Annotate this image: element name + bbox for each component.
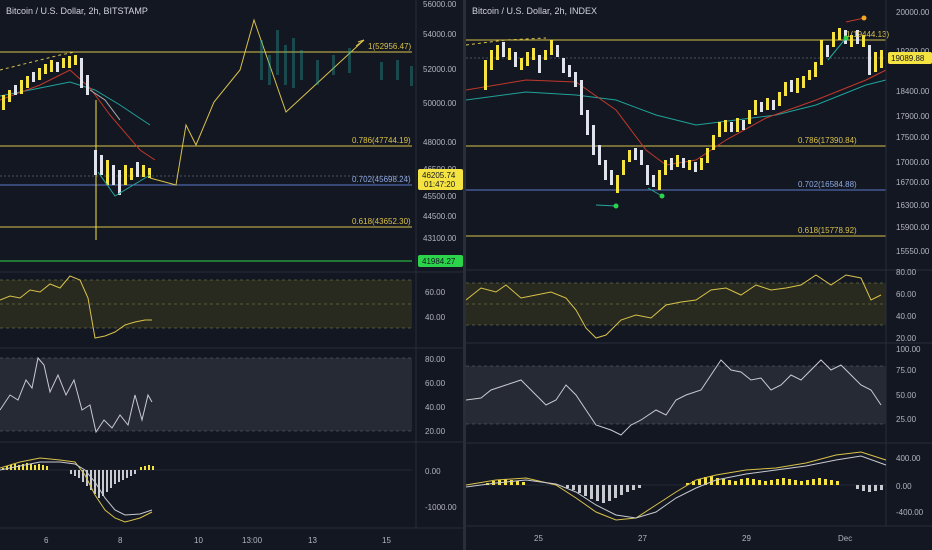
left-chart-svg[interactable]: 1(52956.47) 0.786(47744.19) 0.702(45698.… — [0, 0, 463, 550]
left-fib-label-0702: 0.702(45698.24) — [352, 175, 411, 184]
right-rsi-tick: 20.00 — [896, 334, 917, 343]
left-macd-axis: 0.00 -1000.00 — [425, 467, 457, 512]
right-stoch-pane — [466, 359, 886, 436]
right-time-tick: 27 — [638, 534, 647, 543]
right-fib-label-0786: 0.786(17390.84) — [798, 136, 857, 145]
left-divergence-line — [97, 171, 151, 197]
right-price-tick: 17900.00 — [896, 112, 930, 121]
left-price-tick: 52000.00 — [423, 65, 457, 74]
right-stoch-tick: 100.00 — [896, 345, 921, 354]
left-stoch-tick: 60.00 — [425, 379, 446, 388]
left-chart-title: Bitcoin / U.S. Dollar, 2h, BITSTAMP — [6, 6, 148, 16]
left-trend-dashed — [0, 51, 76, 71]
right-candles — [484, 28, 883, 193]
left-price-tick: 45500.00 — [423, 192, 457, 201]
right-macd-axis: 400.00 0.00 -400.00 — [896, 454, 924, 517]
right-stoch-axis: 100.00 75.00 50.00 25.00 — [896, 345, 921, 424]
left-price-tick: 54000.00 — [423, 30, 457, 39]
left-fib-label-1: 1(52956.47) — [368, 42, 411, 51]
left-time-axis[interactable]: 6 8 10 13:00 13 15 — [44, 536, 391, 545]
left-stoch-tick: 40.00 — [425, 403, 446, 412]
right-current-price: 19089.88 — [891, 54, 925, 63]
right-rsi-axis: 80.00 60.00 40.00 20.00 — [896, 268, 917, 343]
left-time-tick: 8 — [118, 536, 123, 545]
left-macd-tick: 0.00 — [425, 467, 441, 476]
right-rsi-pane — [466, 274, 886, 339]
left-stoch-pane — [0, 356, 412, 434]
right-macd-tick: 400.00 — [896, 454, 921, 463]
right-chart-panel[interactable]: Bitcoin / U.S. Dollar, 2h, INDEX — [466, 0, 932, 550]
right-price-tick: 20000.00 — [896, 8, 930, 17]
left-green-price: 41984.27 — [422, 257, 456, 266]
left-fib-label-0786: 0.786(47744.19) — [352, 136, 411, 145]
left-price-tick: 44500.00 — [423, 212, 457, 221]
left-rsi-tick: 60.00 — [425, 288, 446, 297]
right-current-price-tag: 19089.88 — [888, 52, 932, 64]
left-chart-panel[interactable]: Bitcoin / U.S. Dollar, 2h, BITSTAMP — [0, 0, 463, 550]
left-rsi-axis: 60.00 40.00 — [425, 288, 446, 322]
left-stoch-tick: 20.00 — [425, 427, 446, 436]
right-fib-label-0702: 0.702(16584.88) — [798, 180, 857, 189]
right-time-tick: 29 — [742, 534, 751, 543]
right-fib-label-1: 1(19444.13) — [846, 30, 889, 39]
left-projection-path — [149, 18, 365, 186]
right-fib-label-0618: 0.618(15778.92) — [798, 226, 857, 235]
right-price-tick: 15900.00 — [896, 223, 930, 232]
left-current-price: 46205.74 — [422, 171, 456, 180]
right-stoch-tick: 25.00 — [896, 415, 917, 424]
left-current-price-tag: 46205.74 01:47:20 — [418, 169, 463, 190]
right-price-tick: 16300.00 — [896, 201, 930, 210]
left-price-pane — [0, 18, 413, 262]
left-ma-red — [0, 69, 156, 161]
left-time-tick: 10 — [194, 536, 203, 545]
left-price-tick: 56000.00 — [423, 0, 457, 9]
left-time-tick: 15 — [382, 536, 391, 545]
right-stoch-tick: 50.00 — [896, 391, 917, 400]
left-price-axis[interactable]: 56000.00 54000.00 52000.00 50000.00 4800… — [423, 0, 457, 243]
left-stoch-axis: 80.00 60.00 40.00 20.00 — [425, 355, 446, 436]
right-price-tick: 16700.00 — [896, 178, 930, 187]
right-price-tick: 19200.00 — [896, 47, 930, 56]
left-macd-pane — [0, 457, 412, 523]
right-rsi-tick: 60.00 — [896, 290, 917, 299]
left-rsi-pane — [0, 275, 412, 339]
right-time-tick: 25 — [534, 534, 543, 543]
right-macd-tick: -400.00 — [896, 508, 924, 517]
left-ghost-candles — [260, 30, 413, 88]
right-stoch-tick: 75.00 — [896, 366, 917, 375]
right-rsi-tick: 40.00 — [896, 312, 917, 321]
left-macd-tick: -1000.00 — [425, 503, 457, 512]
left-price-tick: 50000.00 — [423, 99, 457, 108]
left-price-tick: 48000.00 — [423, 138, 457, 147]
left-projection-arrow — [355, 39, 365, 47]
right-price-tick: 15550.00 — [896, 247, 930, 256]
right-price-tick: 17000.00 — [896, 158, 930, 167]
left-rsi-tick: 40.00 — [425, 313, 446, 322]
right-price-tick: 18400.00 — [896, 87, 930, 96]
right-time-axis[interactable]: 25 27 29 Dec — [534, 534, 852, 543]
right-rsi-tick: 80.00 — [896, 268, 917, 277]
right-chart-title: Bitcoin / U.S. Dollar, 2h, INDEX — [472, 6, 598, 16]
left-time-tick: 6 — [44, 536, 49, 545]
left-candles — [2, 55, 151, 240]
left-stoch-tick: 80.00 — [425, 355, 446, 364]
left-time-tick: 13 — [308, 536, 317, 545]
right-chart-svg[interactable]: 1(19444.13) 0.786(17390.84) 0.702(16584.… — [466, 0, 932, 550]
right-time-tick: Dec — [838, 534, 852, 543]
right-price-axis[interactable]: 20000.00 19200.00 18400.00 17900.00 1750… — [896, 8, 930, 256]
left-time-tick: 13:00 — [242, 536, 263, 545]
right-price-pane — [466, 15, 887, 237]
right-macd-pane — [466, 451, 887, 521]
left-price-tick: 43100.00 — [423, 234, 457, 243]
left-green-price-tag: 41984.27 — [418, 255, 463, 267]
right-macd-tick: 0.00 — [896, 482, 912, 491]
right-price-tick: 17500.00 — [896, 133, 930, 142]
left-fib-label-0618: 0.618(43652.30) — [352, 217, 411, 226]
left-countdown: 01:47:20 — [424, 180, 456, 189]
panel-divider[interactable] — [463, 0, 466, 550]
left-ma-grey — [89, 89, 121, 121]
